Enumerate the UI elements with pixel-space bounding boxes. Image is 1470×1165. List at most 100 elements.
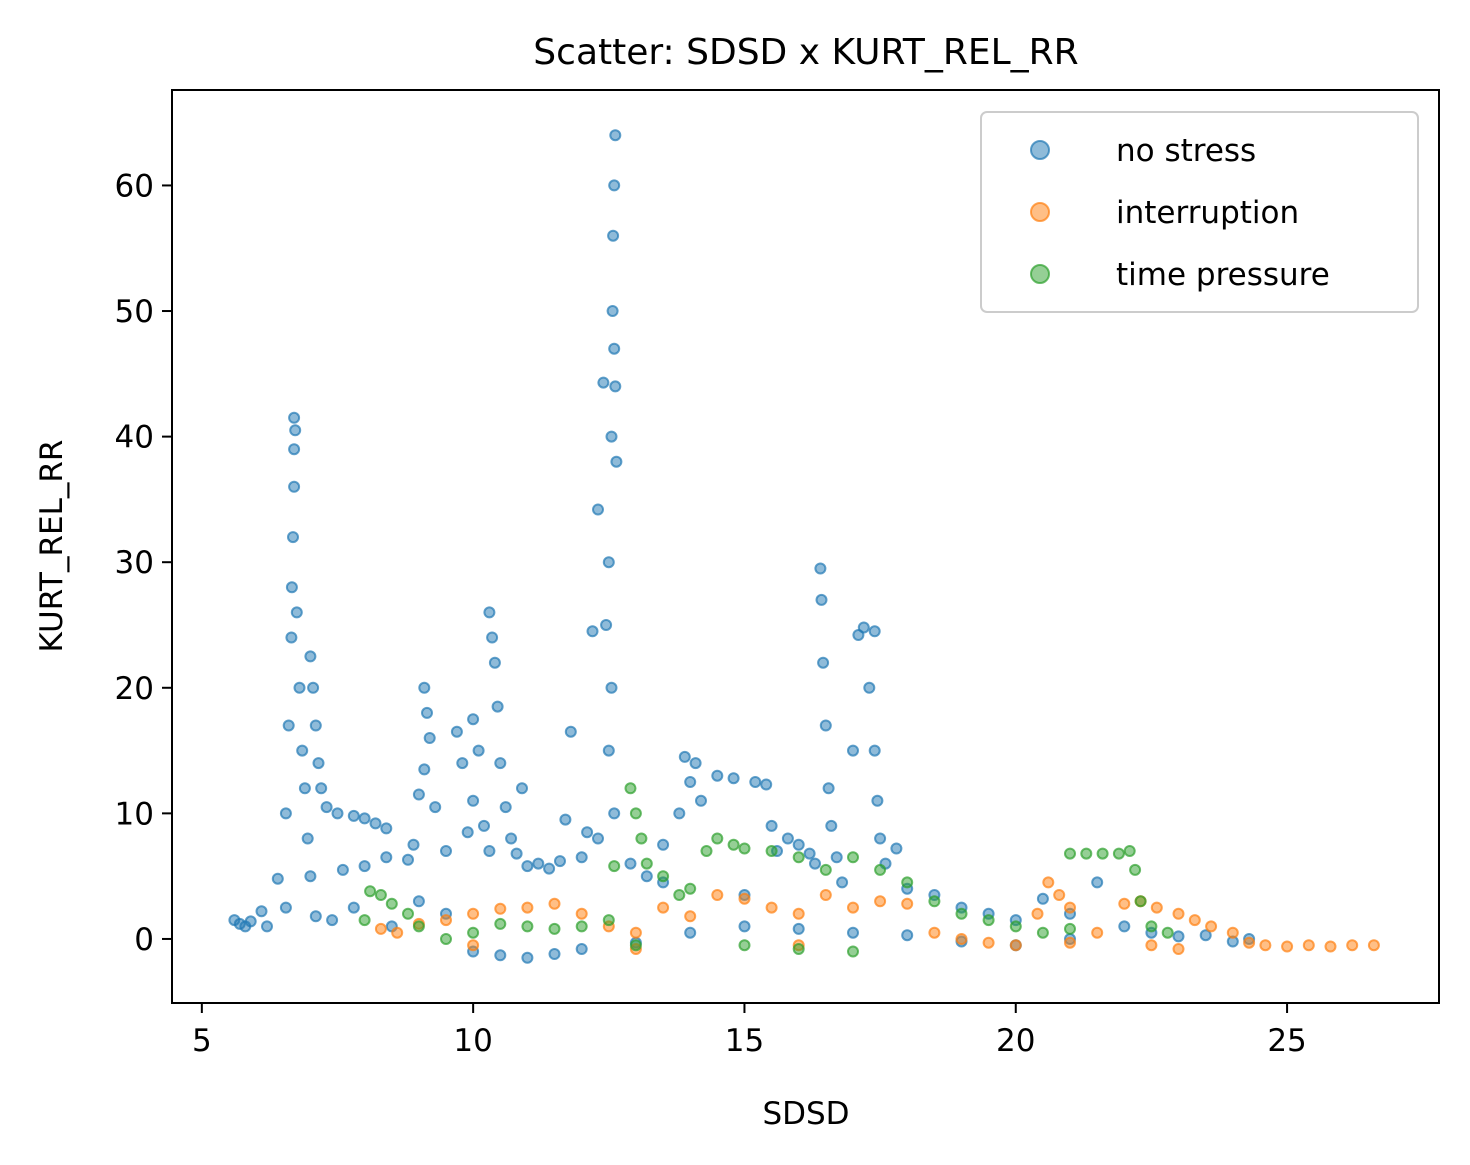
data-point — [606, 305, 619, 317]
data-point — [607, 229, 620, 242]
data-point — [472, 744, 485, 757]
data-point — [830, 851, 843, 864]
data-point — [1064, 847, 1076, 860]
data-point — [1172, 930, 1185, 943]
y-tick-label: 10 — [115, 796, 154, 832]
data-point — [554, 855, 566, 868]
data-point — [605, 430, 618, 443]
data-point — [817, 656, 830, 669]
data-point — [315, 782, 328, 795]
data-point — [684, 776, 697, 788]
data-point — [326, 914, 339, 927]
data-point — [450, 725, 463, 738]
data-point — [364, 885, 377, 898]
x-tick-label: 10 — [453, 1023, 492, 1059]
data-point — [1112, 847, 1125, 860]
data-point — [684, 910, 697, 923]
data-point — [402, 907, 414, 920]
data-point — [440, 914, 452, 927]
data-point — [847, 901, 859, 914]
data-point — [610, 455, 623, 468]
data-point — [374, 889, 387, 901]
data-point — [727, 838, 740, 851]
legend-marker — [1030, 264, 1050, 284]
data-point — [738, 939, 751, 952]
data-point — [955, 933, 968, 945]
data-point — [440, 933, 452, 945]
data-point — [1036, 926, 1049, 939]
x-axis: 5 10 15 20 25 — [192, 1003, 1307, 1059]
data-point — [608, 342, 621, 355]
plot-frame — [171, 89, 1440, 1004]
data-point — [347, 901, 360, 914]
data-point — [792, 943, 805, 955]
data-point — [488, 656, 501, 669]
data-point — [711, 889, 724, 901]
data-point — [418, 681, 431, 694]
data-point — [1243, 936, 1256, 949]
data-point — [358, 914, 371, 927]
y-tick-label: 40 — [115, 420, 154, 456]
data-point — [374, 922, 387, 935]
data-point — [1346, 939, 1359, 952]
data-point — [369, 817, 382, 830]
y-axis: 0 10 20 30 40 50 60 — [115, 168, 172, 958]
x-tick-label: 25 — [1267, 1023, 1306, 1059]
data-point — [1042, 876, 1055, 889]
data-point — [1129, 863, 1142, 876]
data-point — [1145, 920, 1158, 933]
legend-label: time pressure — [1116, 257, 1330, 293]
data-point — [307, 681, 320, 694]
data-point — [600, 619, 613, 631]
data-point — [358, 860, 371, 873]
data-point — [331, 807, 344, 820]
data-point — [1145, 939, 1158, 952]
data-point — [575, 907, 588, 920]
legend-marker — [1030, 202, 1050, 222]
data-point — [288, 443, 301, 456]
data-point — [347, 809, 360, 822]
data-point — [711, 832, 724, 845]
data-point — [423, 732, 436, 744]
data-point — [285, 631, 298, 644]
data-point — [279, 901, 292, 914]
data-point — [483, 606, 496, 619]
data-point — [581, 826, 594, 839]
data-point — [309, 910, 322, 923]
data-point — [312, 757, 325, 770]
data-point — [1199, 929, 1212, 942]
data-point — [304, 870, 317, 883]
data-point — [874, 863, 887, 876]
data-point — [624, 782, 637, 795]
data-point — [874, 895, 887, 908]
legend-marker — [1030, 140, 1050, 160]
legend-label: interruption — [1116, 195, 1299, 231]
data-point — [494, 917, 507, 930]
data-point — [412, 788, 425, 801]
data-point — [456, 757, 469, 770]
data-point — [1259, 939, 1272, 952]
data-point — [491, 700, 504, 713]
y-tick-label: 30 — [115, 545, 154, 581]
data-point — [629, 939, 642, 952]
data-point — [380, 851, 393, 864]
data-point — [847, 744, 859, 757]
y-tick-label: 20 — [115, 671, 154, 707]
data-point — [765, 845, 778, 857]
data-point — [271, 872, 284, 885]
data-point — [1096, 847, 1109, 860]
data-point — [575, 920, 588, 933]
data-point — [684, 926, 697, 939]
data-point — [700, 845, 713, 857]
data-point — [301, 832, 314, 845]
data-point — [871, 794, 884, 807]
data-point — [1091, 876, 1104, 889]
data-point — [478, 819, 490, 832]
data-point — [521, 860, 534, 873]
data-point — [521, 901, 534, 914]
data-point — [255, 905, 268, 918]
data-point — [890, 842, 903, 855]
data-point — [819, 863, 832, 876]
data-point — [418, 763, 431, 776]
data-point — [1080, 847, 1093, 860]
